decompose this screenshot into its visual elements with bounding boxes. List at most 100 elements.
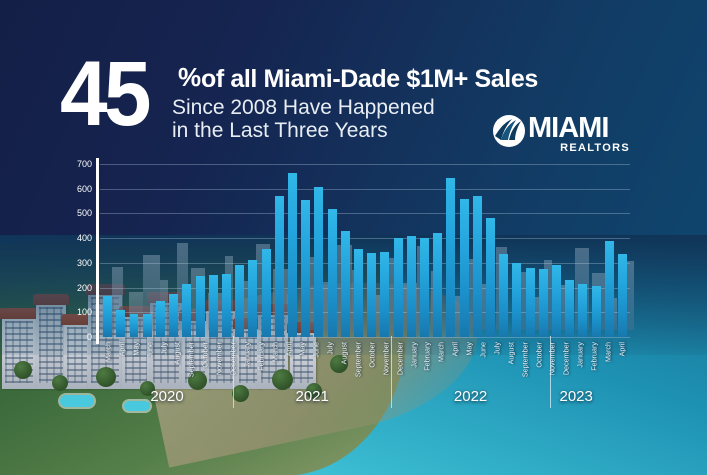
bar[interactable] <box>512 262 522 337</box>
bar[interactable] <box>235 265 245 337</box>
headline-line-1: of all Miami-Dade $1M+ Sales <box>201 65 538 93</box>
bar[interactable] <box>182 283 192 337</box>
bar[interactable] <box>499 254 509 337</box>
bar-cell <box>127 164 140 337</box>
x-axis-month-label: May <box>131 342 141 356</box>
palm-tree <box>330 355 348 373</box>
bar-cell <box>101 164 114 337</box>
bar[interactable] <box>340 230 350 337</box>
y-axis-ticks: 0 100 200 300 400 500 600 700 <box>62 159 92 342</box>
bar[interactable] <box>618 254 627 337</box>
bar-cell <box>167 164 180 337</box>
year-label: 2020 <box>150 388 184 405</box>
x-axis-month-label: August <box>172 342 182 365</box>
headline-line-2: Since 2008 Have Happened <box>172 96 435 119</box>
skyline-building <box>239 281 250 330</box>
bar[interactable] <box>578 283 588 337</box>
bar[interactable] <box>525 267 535 337</box>
bar[interactable] <box>393 238 403 337</box>
x-axis-month-label: September <box>353 342 363 378</box>
year-divider <box>549 336 551 408</box>
x-axis-month-label: July <box>492 342 502 355</box>
palm-tree <box>306 383 322 399</box>
bar[interactable] <box>274 196 284 337</box>
bar[interactable] <box>446 177 456 337</box>
x-axis-month-label: October <box>534 342 544 368</box>
x-axis-month-label: January <box>242 342 252 368</box>
bar-cell <box>616 164 629 337</box>
bar[interactable] <box>314 187 324 337</box>
bar[interactable] <box>287 172 297 337</box>
bar[interactable] <box>472 196 482 337</box>
bar[interactable] <box>565 280 575 337</box>
y-axis-line <box>96 158 99 344</box>
x-axis-month-label: February <box>589 342 599 371</box>
bar[interactable] <box>419 238 429 337</box>
bar-cell <box>563 164 576 337</box>
bar-cell <box>207 164 220 337</box>
gridline <box>100 262 630 264</box>
x-axis-month-label: May <box>297 342 307 356</box>
bar-cell <box>299 164 312 337</box>
bar[interactable] <box>591 286 601 337</box>
year-label: 2023 <box>559 388 593 405</box>
y-axis-tick-label: 600 <box>76 183 92 194</box>
bar[interactable] <box>604 240 614 337</box>
bar[interactable] <box>248 260 258 337</box>
bar[interactable] <box>221 273 231 337</box>
bar[interactable] <box>129 313 139 337</box>
bar[interactable] <box>486 218 495 337</box>
chart-gridlines <box>100 164 630 338</box>
palm-tree <box>52 375 68 391</box>
bar[interactable] <box>142 313 152 337</box>
bar-cell <box>550 164 563 337</box>
bar[interactable] <box>552 265 561 337</box>
bar-cell <box>352 164 365 337</box>
bar[interactable] <box>208 275 218 337</box>
swimming-pool <box>60 395 94 407</box>
bar-cell <box>576 164 589 337</box>
x-axis-month-label: March <box>270 342 280 362</box>
bar-cell <box>444 164 457 337</box>
bar-chart: 0 100 200 300 400 500 600 700 March April May June… <box>0 150 707 420</box>
palm-tree <box>272 369 293 390</box>
bar[interactable] <box>261 249 271 337</box>
swimming-pool <box>124 401 150 411</box>
x-axis-month-label: February <box>256 342 266 371</box>
bar[interactable] <box>367 252 377 337</box>
gridline <box>100 337 630 338</box>
gridline <box>100 164 630 165</box>
bar[interactable] <box>116 309 126 337</box>
bar-cell <box>537 164 550 337</box>
gridline <box>100 312 630 314</box>
x-axis-month-label: May <box>464 342 474 356</box>
y-axis-tick-label: 700 <box>76 159 92 169</box>
x-axis-month-label: March <box>603 342 613 362</box>
bar[interactable] <box>155 301 165 337</box>
bar-cell <box>603 164 616 337</box>
year-label: 2022 <box>453 388 488 405</box>
skyline-building <box>479 284 487 330</box>
x-axis-month-label: November <box>214 342 224 376</box>
bar[interactable] <box>301 199 311 337</box>
bar[interactable] <box>195 276 205 337</box>
miami-realtors-logo: MIAMI REALTORS <box>492 112 632 158</box>
bar[interactable] <box>538 269 548 337</box>
bar-cell <box>497 164 510 337</box>
bar[interactable] <box>327 208 337 337</box>
bar[interactable] <box>353 249 363 337</box>
y-axis-tick-label: 500 <box>76 208 92 219</box>
bar-cell <box>339 164 352 337</box>
bar[interactable] <box>169 293 179 337</box>
bar[interactable] <box>406 235 416 337</box>
year-label: 2021 <box>295 388 329 405</box>
x-axis-month-label: November <box>381 342 391 376</box>
bar[interactable] <box>433 233 443 337</box>
bar-cell <box>484 164 497 337</box>
bar[interactable] <box>459 198 469 337</box>
bar[interactable] <box>380 251 390 337</box>
bar[interactable] <box>103 296 113 337</box>
bar-cell <box>141 164 154 337</box>
logo-subtitle: REALTORS <box>560 142 630 154</box>
